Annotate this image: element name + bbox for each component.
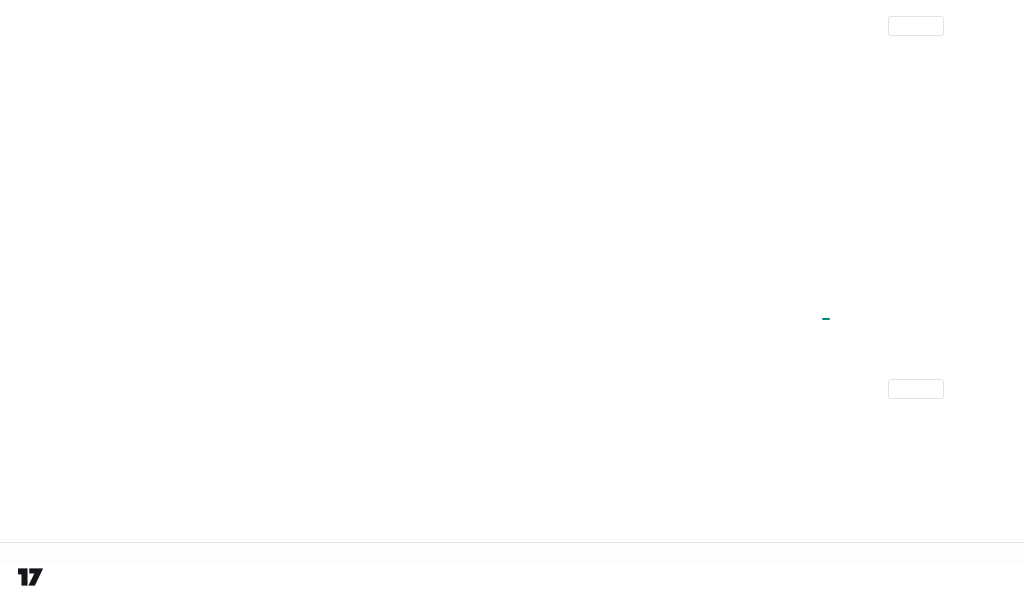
- right-outer-scale[interactable]: [996, 14, 1024, 372]
- price-scale-currency[interactable]: [888, 16, 944, 36]
- price-scale[interactable]: [884, 14, 958, 372]
- symbol-price-tag: [822, 318, 830, 320]
- time-axis[interactable]: [0, 542, 1024, 564]
- oscillator-scale-currency[interactable]: [888, 379, 944, 399]
- oscillator-legend[interactable]: [64, 377, 68, 388]
- oscillator-scale[interactable]: [884, 376, 958, 540]
- right-inner-scale[interactable]: [958, 14, 988, 372]
- tradingview-logo-icon: [18, 568, 44, 586]
- left-inner-scale[interactable]: [46, 14, 74, 372]
- tradingview-logo[interactable]: [18, 566, 51, 588]
- left-outer-scale[interactable]: [4, 14, 32, 372]
